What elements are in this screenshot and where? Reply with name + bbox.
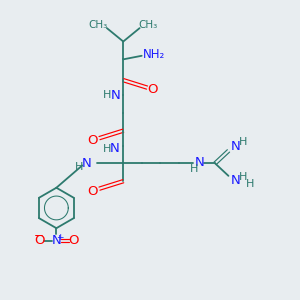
- Text: H: H: [238, 172, 247, 182]
- Text: N: N: [82, 157, 92, 170]
- Text: H: H: [75, 162, 83, 172]
- Text: N: N: [230, 174, 240, 187]
- Text: H: H: [246, 179, 254, 189]
- Text: N: N: [111, 88, 121, 101]
- Text: N: N: [230, 140, 240, 153]
- Text: H: H: [103, 143, 111, 154]
- Text: H: H: [238, 137, 247, 147]
- Text: H: H: [103, 90, 111, 100]
- Text: O: O: [68, 234, 79, 247]
- Text: −: −: [34, 230, 44, 242]
- Text: CH₃: CH₃: [88, 20, 108, 30]
- Text: +: +: [56, 233, 64, 242]
- Text: O: O: [88, 134, 98, 147]
- Text: N: N: [52, 234, 61, 247]
- Text: NH₂: NH₂: [143, 48, 166, 61]
- Text: O: O: [88, 184, 98, 197]
- Text: N: N: [110, 142, 120, 155]
- Text: O: O: [148, 83, 158, 97]
- Text: CH₃: CH₃: [138, 20, 157, 30]
- Text: N: N: [194, 156, 204, 169]
- Text: H: H: [190, 164, 199, 174]
- Text: O: O: [34, 234, 44, 247]
